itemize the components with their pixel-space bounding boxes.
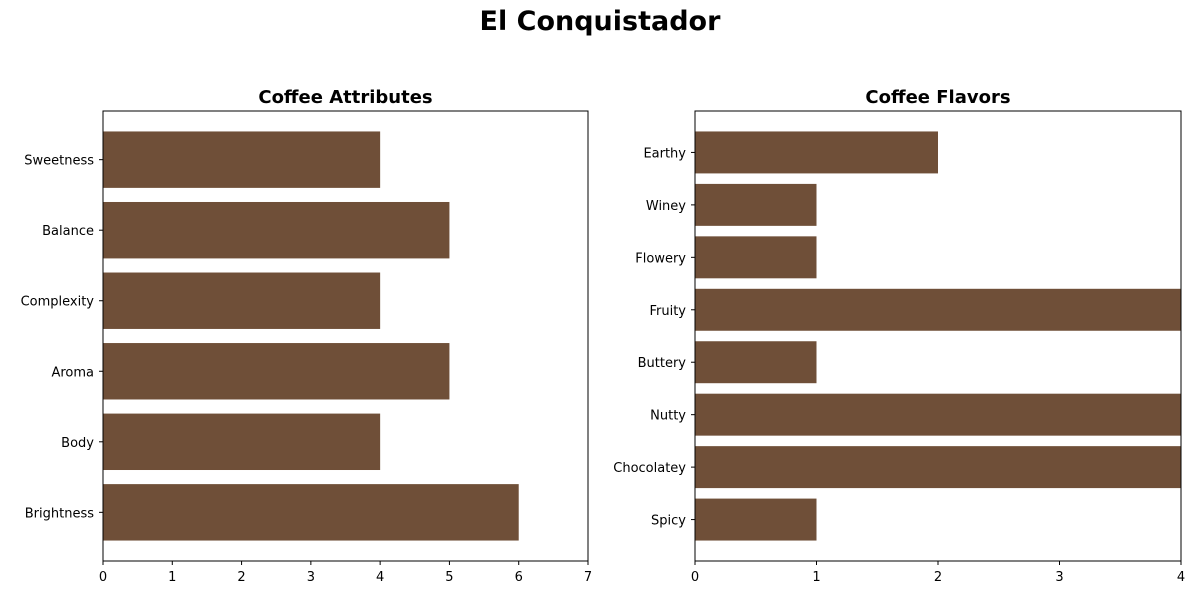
bar-brightness — [103, 484, 519, 541]
x-tick-label: 0 — [99, 570, 107, 585]
plot-frame — [102, 110, 589, 562]
y-tick-label: Winey — [646, 199, 686, 214]
bar-flowery — [695, 236, 817, 279]
y-tick-label: Body — [61, 436, 94, 451]
y-tick-label: Buttery — [638, 356, 687, 371]
x-tick-label: 7 — [584, 570, 592, 585]
x-tick-label: 2 — [237, 570, 245, 585]
bar-earthy — [695, 131, 938, 174]
bar-fruity — [695, 288, 1181, 331]
y-tick-label: Aroma — [51, 365, 94, 380]
bar-winey — [695, 183, 817, 226]
y-tick-label: Chocolatey — [613, 461, 686, 476]
x-tick-label: 4 — [376, 570, 384, 585]
x-tick-label: 0 — [691, 570, 699, 585]
y-tick-label: Earthy — [643, 146, 686, 161]
y-tick-label: Brightness — [25, 506, 94, 521]
x-tick-label: 6 — [515, 570, 523, 585]
x-tick-label: 2 — [934, 570, 942, 585]
bar-chocolatey — [695, 446, 1181, 489]
bar-sweetness — [103, 131, 381, 188]
y-tick-label: Balance — [42, 224, 94, 239]
chart-panel-1: Brightness Body Aroma Complexity Balance Swee… — [21, 87, 593, 585]
y-tick-label: Sweetness — [24, 154, 94, 169]
chart-title: Coffee Flavors — [865, 87, 1010, 108]
page-title: El Conquistador — [479, 6, 721, 37]
bar-body — [103, 413, 381, 471]
y-tick-label: Nutty — [650, 409, 686, 424]
x-tick-label: 4 — [1177, 570, 1185, 585]
x-tick-label: 1 — [812, 570, 820, 585]
y-tick-label: Fruity — [649, 304, 686, 319]
bar-complexity — [103, 272, 381, 329]
bar-spicy — [695, 498, 817, 541]
x-tick-label: 1 — [168, 570, 176, 585]
plot-frame — [694, 110, 1182, 562]
y-tick-label: Complexity — [21, 295, 95, 310]
x-tick-label: 5 — [445, 570, 453, 585]
bar-aroma — [103, 343, 450, 400]
chart-title: Coffee Attributes — [258, 87, 432, 108]
x-tick-label: 3 — [307, 570, 315, 585]
y-tick-label: Spicy — [651, 514, 686, 529]
bar-nutty — [695, 393, 1181, 436]
chart-panel-2: Spicy Chocolatey Nutty Buttery Fruity Flowery… — [613, 87, 1185, 585]
bar-buttery — [695, 341, 817, 384]
bar-balance — [103, 201, 450, 259]
x-tick-label: 3 — [1055, 570, 1063, 585]
y-tick-label: Flowery — [635, 251, 686, 266]
